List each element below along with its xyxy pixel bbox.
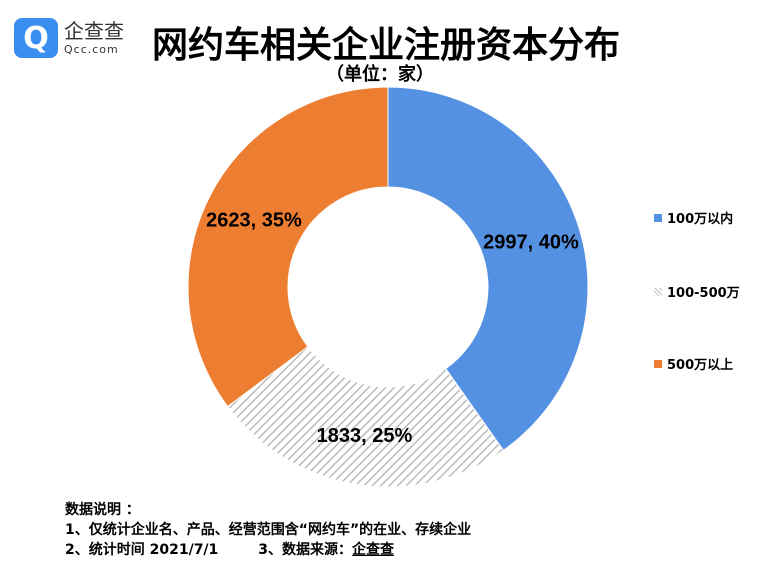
legend-item-1: 100-500万 bbox=[654, 282, 740, 301]
legend-swatch bbox=[654, 359, 662, 368]
slice-1 bbox=[226, 346, 505, 488]
logo-icon: Q bbox=[14, 18, 58, 58]
chart-subtitle: （单位：家） bbox=[326, 64, 434, 85]
notes-line2b: 3、数据来源： bbox=[258, 542, 353, 558]
data-label-1: 1833, 25% bbox=[317, 425, 413, 447]
legend-label: 100万以内 bbox=[667, 212, 734, 227]
notes-source: 企查查 bbox=[352, 542, 395, 558]
data-label-0: 2997, 40% bbox=[483, 232, 579, 254]
legend-label: 100-500万 bbox=[667, 286, 740, 301]
logo-cn: 企查查 bbox=[64, 19, 124, 43]
data-label-2: 2623, 35% bbox=[206, 210, 302, 232]
legend-swatch bbox=[654, 213, 662, 222]
legend-label: 500万以上 bbox=[667, 358, 734, 373]
notes-line1: 1、仅统计企业名、产品、经营范围含“网约车”的在业、存续企业 bbox=[65, 522, 472, 538]
notes-heading: 数据说明 ： bbox=[65, 502, 140, 518]
slice-2 bbox=[187, 86, 389, 408]
legend-item-2: 500万以上 bbox=[654, 354, 733, 373]
slice-0 bbox=[387, 86, 589, 452]
legend-item-0: 100万以内 bbox=[654, 208, 733, 227]
logo-en: Qcc.com bbox=[64, 43, 119, 56]
notes-line2a: 2、统计时间 2021/7/1 bbox=[65, 542, 219, 558]
notes: 数据说明 ： 1、仅统计企业名、产品、经营范围含“网约车”的在业、存续企业 2、… bbox=[65, 500, 471, 560]
logo: Q 企查查 Qcc.com bbox=[14, 18, 124, 58]
chart-title: 网约车相关企业注册资本分布 bbox=[152, 25, 621, 66]
legend-swatch bbox=[654, 287, 662, 296]
